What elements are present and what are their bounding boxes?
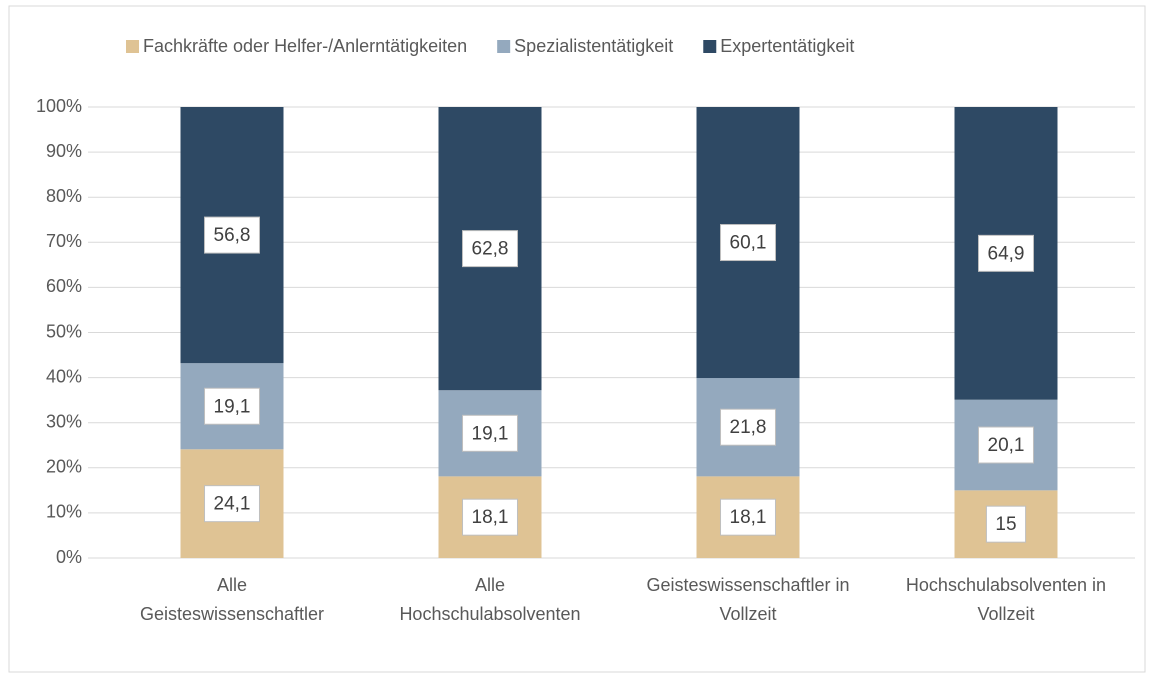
- data-label-box: [985, 505, 1027, 543]
- data-label: 20,1: [978, 426, 1034, 464]
- data-label-text: 21,8: [730, 417, 767, 438]
- y-tick-label: 30%: [46, 411, 82, 431]
- data-label: 62,8: [462, 230, 518, 268]
- data-label: 56,8: [204, 216, 260, 254]
- data-label: 19,1: [462, 414, 518, 452]
- legend-swatch: [497, 40, 511, 53]
- data-label-text: 60,1: [730, 233, 767, 254]
- x-tick-label: Geisteswissenschaftler in Vollzeit: [646, 575, 849, 624]
- data-label-box: [978, 234, 1034, 272]
- data-label-box: [204, 485, 260, 523]
- data-label: 15: [985, 505, 1027, 543]
- data-label-text: 20,1: [988, 435, 1025, 456]
- legend: Fachkräfte oder Helfer-/Anlerntätigkeite…: [126, 36, 854, 56]
- data-label: 64,9: [978, 234, 1034, 272]
- data-label-text: 15: [995, 514, 1016, 535]
- y-tick-label: 70%: [46, 231, 82, 251]
- data-label-text: 56,8: [214, 225, 251, 246]
- data-label-box: [204, 387, 260, 425]
- y-tick-label: 0%: [56, 547, 82, 567]
- y-tick-label: 60%: [46, 276, 82, 296]
- data-label-box: [720, 408, 776, 446]
- data-label-box: [204, 216, 260, 254]
- data-label-box: [720, 498, 776, 536]
- data-label-box: [978, 426, 1034, 464]
- y-tick-label: 20%: [46, 457, 82, 477]
- data-label-text: 19,1: [214, 396, 251, 417]
- legend-swatch: [126, 40, 139, 53]
- data-label: 18,1: [720, 498, 776, 536]
- data-label: 60,1: [720, 224, 776, 262]
- data-label-box: [462, 230, 518, 268]
- x-tick-label: Hochschulabsolventen in Vollzeit: [906, 575, 1106, 624]
- data-label-box: [462, 498, 518, 536]
- x-tick-label: Alle Hochschulabsolventen: [399, 575, 580, 624]
- y-tick-label: 50%: [46, 321, 82, 341]
- y-tick-label: 40%: [46, 366, 82, 386]
- x-tick-label: Alle Geisteswissenschaftler: [140, 575, 324, 624]
- y-tick-label: 80%: [46, 186, 82, 206]
- legend-label: Spezialistentätigkeit: [514, 36, 673, 56]
- legend-label: Expertentätigkeit: [720, 36, 854, 56]
- data-label-text: 18,1: [472, 507, 509, 528]
- data-label-text: 24,1: [214, 494, 251, 515]
- data-label-text: 19,1: [472, 423, 509, 444]
- data-label-text: 62,8: [472, 239, 509, 260]
- y-tick-label: 100%: [36, 96, 82, 116]
- data-label-box: [462, 414, 518, 452]
- data-label: 24,1: [204, 485, 260, 523]
- data-label-text: 18,1: [730, 507, 767, 528]
- data-label-box: [720, 224, 776, 262]
- y-tick-label: 90%: [46, 141, 82, 161]
- legend-label: Fachkräfte oder Helfer-/Anlerntätigkeite…: [143, 36, 467, 56]
- data-label: 19,1: [204, 387, 260, 425]
- data-label: 21,8: [720, 408, 776, 446]
- data-label-text: 64,9: [988, 243, 1025, 264]
- legend-swatch: [703, 40, 717, 53]
- y-tick-label: 10%: [46, 502, 82, 522]
- data-label: 18,1: [462, 498, 518, 536]
